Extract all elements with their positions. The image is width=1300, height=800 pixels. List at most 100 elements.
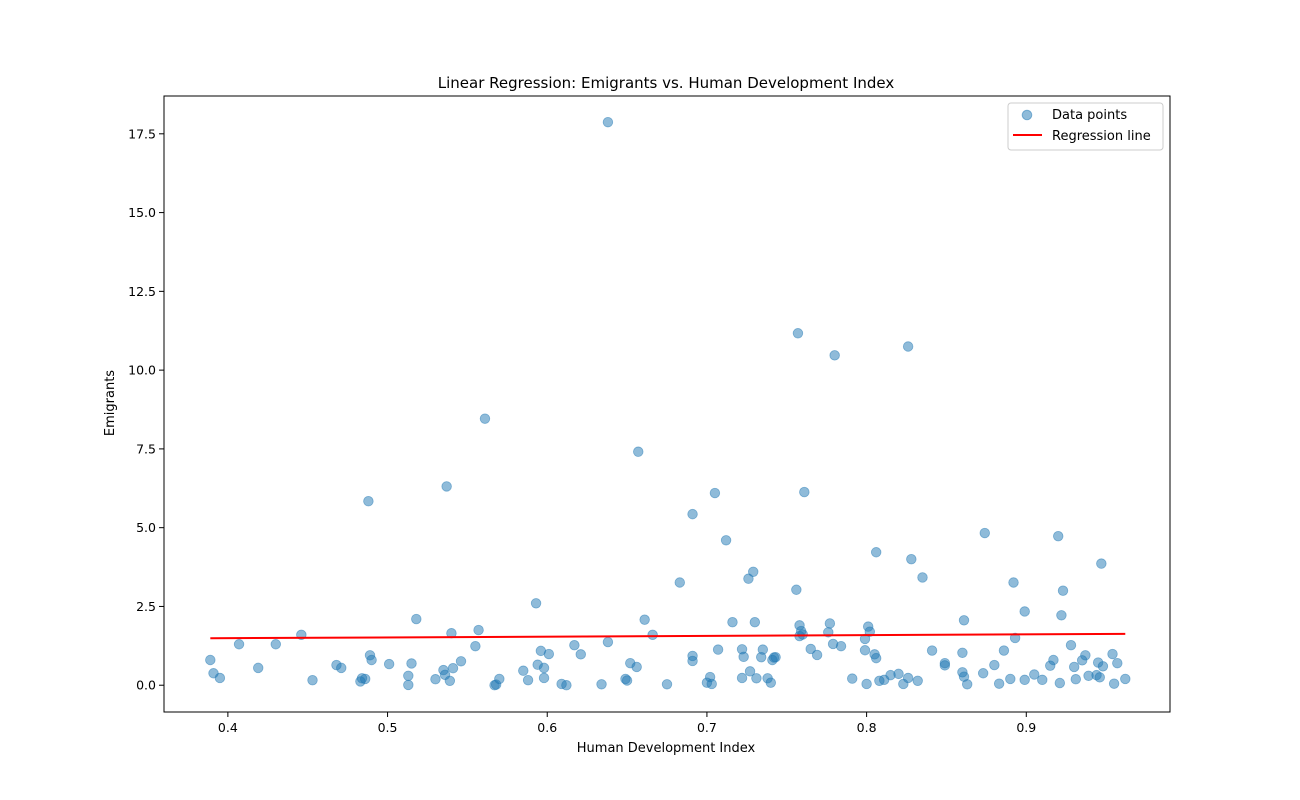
data-point <box>538 662 550 674</box>
data-point <box>864 626 875 637</box>
data-point <box>1054 677 1066 689</box>
data-point <box>530 598 542 609</box>
data-point <box>674 577 685 588</box>
x-tick-label: 0.6 <box>537 720 557 735</box>
data-point <box>706 678 717 690</box>
data-point <box>661 679 673 690</box>
data-point <box>751 673 762 684</box>
y-tick-label: 10.0 <box>128 363 156 378</box>
data-point <box>1097 661 1109 672</box>
plot-area: 0.4 0.5 0.6 0.7 0.8 0.9 0.0 2.5 5.0 7.5 10.0 12.5 15… <box>128 95 1171 735</box>
y-tick-label: 2.5 <box>136 599 156 614</box>
data-point <box>765 677 776 688</box>
data-point <box>569 640 580 651</box>
data-point <box>430 674 441 685</box>
data-point <box>1037 674 1048 686</box>
data-point <box>709 487 721 499</box>
data-point <box>791 584 802 595</box>
data-point <box>835 640 847 652</box>
data-point <box>205 654 216 666</box>
data-point <box>977 668 989 679</box>
data-point <box>1009 632 1021 644</box>
data-point <box>989 659 1000 671</box>
data-point <box>406 658 417 669</box>
data-point <box>633 446 644 457</box>
data-point <box>360 673 371 685</box>
data-point <box>1094 672 1105 683</box>
data-point <box>383 658 395 670</box>
data-point <box>1096 558 1107 569</box>
data-point <box>859 645 871 656</box>
data-point <box>829 350 840 361</box>
data-point <box>1008 577 1019 588</box>
data-point <box>1053 530 1064 542</box>
data-point <box>253 662 264 674</box>
data-point <box>811 649 823 661</box>
data-point <box>631 661 642 673</box>
data-point <box>1057 585 1069 596</box>
data-point <box>621 675 633 686</box>
data-point <box>799 486 810 498</box>
legend-label-regression-line: Regression line <box>1052 129 1151 144</box>
data-point <box>403 670 414 681</box>
data-point <box>727 616 738 628</box>
data-point <box>479 413 491 424</box>
x-tick-label: 0.9 <box>1016 720 1036 735</box>
data-point <box>1120 673 1131 685</box>
data-point <box>444 675 456 687</box>
data-point <box>473 624 484 636</box>
data-point <box>744 666 756 677</box>
data-point <box>403 679 414 691</box>
data-point <box>902 672 914 684</box>
data-point <box>441 481 452 492</box>
data-point <box>647 629 658 641</box>
data-point <box>1019 674 1030 686</box>
data-point <box>859 633 871 645</box>
data-point <box>538 672 550 684</box>
data-point <box>958 615 970 626</box>
data-point <box>1108 678 1120 689</box>
data-point <box>1005 673 1016 685</box>
data-point <box>336 662 347 674</box>
data-point <box>748 566 759 577</box>
data-point <box>307 674 318 686</box>
data-point <box>906 553 917 565</box>
data-point <box>912 675 923 687</box>
data-point <box>770 651 781 663</box>
axes-frame <box>163 95 1171 713</box>
data-point <box>518 665 529 676</box>
data-point <box>792 328 804 339</box>
y-tick-label: 15.0 <box>128 205 156 220</box>
data-point <box>902 341 914 352</box>
data-point <box>1029 669 1040 680</box>
y-tick-label: 5.0 <box>136 520 156 535</box>
legend-box <box>1007 102 1164 151</box>
regression-line <box>210 632 1126 640</box>
data-point <box>1048 654 1059 666</box>
data-point <box>687 508 698 520</box>
legend: Data points Regression line <box>1007 102 1164 151</box>
data-point <box>957 647 968 658</box>
data-point <box>805 643 816 655</box>
data-point <box>470 640 481 652</box>
data-point <box>1056 610 1067 621</box>
data-point <box>447 663 459 674</box>
data-point <box>757 644 769 655</box>
data-point <box>522 674 534 686</box>
data-points-series <box>205 116 1131 691</box>
data-point <box>749 616 761 628</box>
data-point <box>270 639 281 650</box>
data-point <box>847 673 858 684</box>
y-tick-label: 7.5 <box>136 441 156 456</box>
data-point <box>1070 674 1081 685</box>
data-point <box>962 679 973 690</box>
x-tick-label: 0.5 <box>378 720 398 735</box>
data-point <box>687 655 698 667</box>
x-axis-label: Human Development Index <box>577 741 756 756</box>
data-point <box>1068 661 1080 673</box>
y-tick-label: 0.0 <box>136 678 156 693</box>
y-tick-label: 17.5 <box>128 126 156 141</box>
data-point <box>824 618 836 629</box>
data-point <box>736 672 748 684</box>
data-point <box>870 652 882 664</box>
